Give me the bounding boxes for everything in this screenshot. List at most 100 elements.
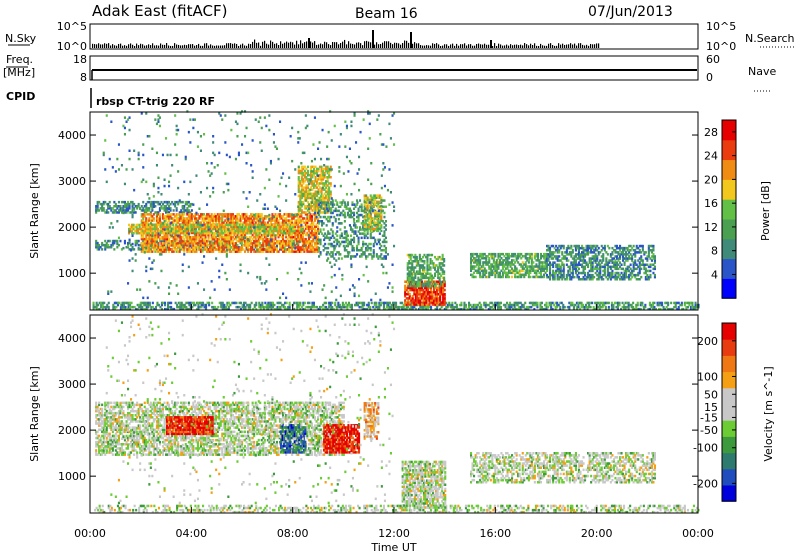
heatmap-cell — [242, 248, 245, 251]
heatmap-cell — [127, 241, 130, 245]
heatmap-cell — [404, 303, 407, 306]
heatmap-cell — [298, 225, 301, 228]
heatmap-cell — [178, 237, 181, 241]
heatmap-cell — [411, 297, 414, 300]
heatmap-cell — [138, 223, 141, 227]
heatmap-cell — [266, 221, 269, 224]
heatmap-cell — [265, 237, 268, 241]
heatmap-cell — [235, 232, 238, 235]
heatmap-cell — [98, 246, 101, 249]
heatmap-cell — [692, 305, 695, 309]
nsky-bar — [300, 40, 302, 48]
heatmap-cell — [285, 248, 288, 251]
heatmap-cell — [172, 242, 175, 245]
heatmap-cell — [151, 215, 154, 218]
heatmap-cell — [408, 293, 411, 296]
heatmap-cell — [203, 219, 206, 222]
heatmap-cell — [484, 301, 487, 305]
heatmap-cell — [359, 232, 362, 235]
heatmap-cell — [322, 198, 325, 202]
heatmap-cell — [436, 299, 439, 302]
heatmap-cell — [297, 202, 300, 206]
heatmap-cell — [230, 246, 233, 249]
heatmap-cell — [268, 237, 271, 241]
heatmap-cell — [300, 167, 303, 171]
heatmap-cell — [382, 307, 385, 311]
heatmap-cell — [360, 253, 363, 256]
heatmap-cell — [616, 303, 619, 307]
heatmap-cell — [244, 221, 247, 224]
nsky-bar — [488, 44, 490, 48]
heatmap-cell — [198, 301, 201, 305]
heatmap-cell — [193, 225, 196, 229]
heatmap-cell — [225, 240, 228, 243]
heatmap-cell — [149, 202, 152, 206]
heatmap-cell — [299, 171, 302, 175]
heatmap-cell — [186, 217, 189, 220]
heatmap-cell — [667, 303, 670, 307]
heatmap-cell — [168, 237, 171, 241]
heatmap-cell — [178, 232, 181, 235]
heatmap-cell — [227, 242, 230, 245]
heatmap-cell — [285, 213, 288, 216]
heatmap-cell — [165, 219, 168, 222]
heatmap-cell — [157, 200, 160, 204]
heatmap-cell — [377, 227, 380, 231]
heatmap-cell — [242, 221, 245, 224]
heatmap-cell — [155, 248, 158, 251]
heatmap-cell — [177, 301, 180, 305]
heatmap-cell — [203, 242, 206, 245]
heatmap-cell — [478, 301, 481, 305]
heatmap-cell — [404, 286, 407, 290]
heatmap-cell — [295, 215, 298, 218]
heatmap-cell — [598, 303, 601, 307]
heatmap-cell — [218, 242, 221, 245]
heatmap-cell — [559, 307, 562, 311]
heatmap-cell — [371, 201, 374, 204]
heatmap-cell — [327, 232, 330, 235]
heatmap-cell — [562, 305, 565, 309]
heatmap-cell — [266, 229, 269, 233]
heatmap-cell — [254, 235, 257, 239]
heatmap-cell — [208, 303, 211, 307]
heatmap-cell — [294, 237, 297, 241]
heatmap-cell — [410, 286, 413, 290]
heatmap-cell — [145, 202, 148, 206]
heatmap-cell — [354, 255, 357, 258]
heatmap-cell — [201, 229, 204, 233]
heatmap-cell — [306, 242, 309, 245]
heatmap-cell — [177, 202, 180, 206]
heatmap-cell — [302, 180, 305, 183]
heatmap-cell — [103, 305, 106, 309]
heatmap-cell — [279, 244, 282, 247]
heatmap-cell — [312, 184, 315, 187]
heatmap-cell — [325, 209, 328, 213]
heatmap-cell — [410, 307, 413, 311]
heatmap-cell — [297, 235, 300, 239]
heatmap-cell — [339, 213, 342, 217]
heatmap-cell — [332, 307, 335, 311]
heatmap-cell — [178, 246, 181, 249]
heatmap-cell — [644, 303, 647, 307]
heatmap-cell — [325, 176, 328, 179]
nsky-bar — [362, 45, 364, 48]
heatmap-cell — [146, 233, 149, 237]
heatmap-cell — [443, 288, 446, 292]
heatmap-cell — [157, 211, 160, 214]
heatmap-cell — [114, 202, 117, 206]
heatmap-cell — [442, 293, 445, 296]
heatmap-cell — [206, 221, 209, 224]
heatmap-cell — [203, 303, 206, 307]
cpid-label: CPID — [6, 90, 35, 103]
heatmap-cell — [224, 244, 227, 247]
heatmap-cell — [178, 215, 181, 218]
heatmap-cell — [659, 303, 662, 307]
heatmap-cell — [309, 233, 312, 237]
heatmap-cell — [214, 305, 217, 309]
heatmap-cell — [260, 225, 263, 229]
heatmap-cell — [348, 240, 351, 244]
heatmap-cell — [143, 211, 146, 214]
heatmap-cell — [216, 219, 219, 222]
heatmap-cell — [518, 307, 521, 311]
heatmap-cell — [279, 307, 282, 311]
